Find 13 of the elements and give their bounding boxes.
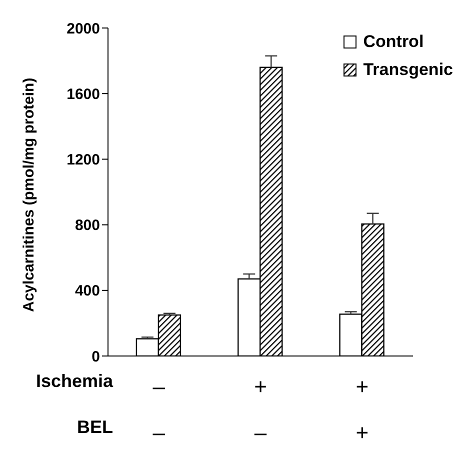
legend-label: Control	[363, 32, 424, 52]
legend-label: Transgenic	[363, 60, 453, 80]
y-tick-label: 2000	[66, 20, 100, 38]
x-tick-label: + –	[254, 374, 268, 445]
y-tick-label: 400	[74, 282, 100, 300]
y-axis-title: Acylcarnitines (pmol/mg protein)	[20, 78, 38, 312]
y-tick-label: 1200	[66, 152, 100, 169]
x-tick-label: + +	[356, 374, 369, 445]
x-tick-label: – –	[152, 374, 166, 445]
y-tick-label: 0	[92, 348, 100, 366]
text: Ischemia BEL	[36, 371, 113, 437]
y-tick-label: 800	[74, 217, 100, 234]
y-tick-label: 1600	[66, 86, 100, 103]
